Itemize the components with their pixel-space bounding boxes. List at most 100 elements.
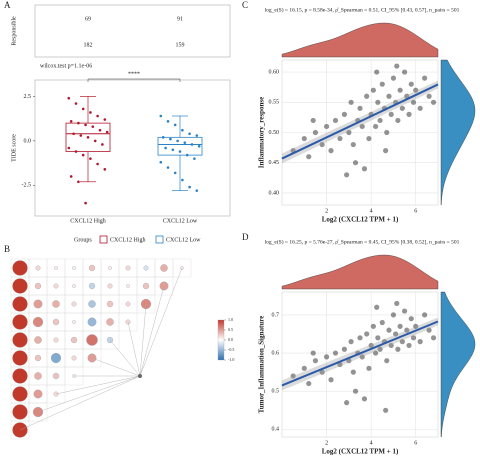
jitter-point bbox=[176, 139, 179, 143]
jitter-point bbox=[103, 118, 107, 121]
y-tick-label: 0.5 bbox=[272, 389, 280, 395]
jitter-point bbox=[77, 121, 80, 125]
jitter-point bbox=[84, 201, 87, 205]
scatter-point bbox=[370, 87, 376, 93]
scatter-point bbox=[352, 388, 359, 394]
scatter-point bbox=[374, 69, 380, 75]
correlation-dot bbox=[125, 301, 131, 307]
cell bbox=[154, 276, 174, 296]
legend-label: CXCL12 Low bbox=[166, 237, 201, 243]
jitter-point bbox=[96, 162, 99, 166]
correlation-dot bbox=[54, 266, 58, 270]
table-frame bbox=[34, 4, 231, 58]
y-tick-label: 0.6 bbox=[272, 350, 280, 356]
count-cell: 159 bbox=[176, 42, 185, 48]
subtitle: wilcox.test p=1.1e-06 bbox=[40, 63, 92, 69]
jitter-point bbox=[173, 123, 177, 127]
scatter-point bbox=[379, 319, 385, 326]
correlation-dot bbox=[52, 318, 60, 326]
y-tick-label: 0.7 bbox=[272, 312, 280, 318]
y-tick-label: 0.55 bbox=[269, 100, 280, 106]
jitter-point bbox=[91, 125, 95, 128]
significance: **** bbox=[128, 71, 140, 77]
jitter-point bbox=[67, 96, 71, 100]
network-link bbox=[19, 375, 141, 431]
scatter-point bbox=[413, 87, 419, 93]
y-tick-label: 0.50 bbox=[269, 130, 280, 136]
y-tick-label: 0.0 bbox=[24, 138, 32, 144]
correlation-dot bbox=[71, 301, 77, 307]
scatter-point bbox=[379, 81, 385, 87]
subtitle: log_e(S) = 16.15, p = 8.58e-34, ρ̂_Spear… bbox=[265, 6, 460, 13]
jitter-point bbox=[164, 146, 167, 150]
colorbar-label: 0.0 bbox=[228, 337, 233, 342]
scatter-point bbox=[319, 369, 325, 375]
box bbox=[65, 122, 111, 152]
count-cell: 69 bbox=[85, 16, 91, 22]
scatter-point bbox=[404, 327, 410, 333]
scatter-point bbox=[301, 135, 307, 142]
cell bbox=[82, 348, 102, 368]
scatter-point bbox=[366, 365, 372, 371]
scatter-point bbox=[417, 105, 423, 111]
jitter-point bbox=[69, 175, 73, 178]
jitter-point bbox=[197, 144, 201, 148]
correlation-dot bbox=[50, 352, 62, 364]
scatter-point bbox=[323, 123, 330, 130]
correlation-dot bbox=[12, 404, 28, 420]
jitter-point bbox=[89, 157, 92, 160]
scatter-point bbox=[357, 335, 363, 341]
scatter-point bbox=[390, 312, 397, 318]
scatter-point bbox=[397, 323, 403, 329]
scatter-point bbox=[306, 154, 312, 160]
y-tick-label: 2.5 bbox=[24, 94, 32, 100]
cell bbox=[28, 402, 48, 422]
jitter-point bbox=[98, 128, 102, 132]
correlation-dot bbox=[12, 278, 28, 294]
legend-label: CXCL12 High bbox=[110, 237, 146, 243]
jitter-point bbox=[181, 128, 184, 132]
correlation-dot bbox=[70, 336, 78, 344]
scatter-point bbox=[373, 350, 379, 356]
scatter-point bbox=[413, 323, 419, 329]
correlation-dot bbox=[72, 284, 76, 288]
jitter-point bbox=[181, 178, 184, 182]
scatter-point bbox=[426, 327, 432, 333]
correlation-dot bbox=[12, 350, 28, 366]
jitter-point bbox=[190, 143, 194, 146]
subtitle: log_e(S) = 16.25, p = 5.76e-27, ρ̂_Spear… bbox=[265, 238, 460, 245]
scatter-point bbox=[386, 93, 392, 99]
scatter-point bbox=[408, 81, 414, 87]
colorbar-label: 1.0 bbox=[228, 317, 233, 322]
x-axis-label: Log2 (CXCL12 TPM + 1) bbox=[322, 448, 399, 456]
scatter-point bbox=[332, 350, 339, 356]
scatter-point bbox=[366, 135, 372, 142]
cell bbox=[136, 294, 156, 314]
scatter-point bbox=[377, 117, 383, 124]
scatter-point bbox=[388, 342, 394, 349]
scatter-point bbox=[364, 93, 370, 99]
y-tick-label: -2.5 bbox=[22, 183, 32, 189]
scatter-point bbox=[394, 300, 400, 307]
y-axis-label: TIDE score bbox=[11, 134, 17, 162]
jitter-point bbox=[166, 120, 170, 123]
jitter-point bbox=[169, 137, 172, 141]
scatter-point bbox=[310, 117, 316, 124]
x-tick-label: 2 bbox=[325, 208, 328, 214]
x-tick-label: 6 bbox=[414, 208, 417, 214]
right-density bbox=[440, 59, 476, 206]
scatter-point bbox=[348, 99, 354, 105]
scatter-point bbox=[364, 331, 370, 337]
network-link bbox=[109, 339, 141, 377]
bracket bbox=[87, 78, 181, 82]
correlation-dot bbox=[12, 386, 28, 402]
right-density bbox=[440, 291, 476, 438]
y-axis-label: Tumor_Inflammation_Signature bbox=[258, 316, 266, 414]
correlation-dot bbox=[126, 284, 130, 288]
correlation-dot bbox=[34, 282, 42, 290]
correlation-dot bbox=[32, 316, 44, 328]
scatter-point bbox=[373, 123, 379, 130]
panel-letter: C bbox=[242, 0, 248, 10]
network-link bbox=[139, 303, 147, 377]
panel-letter: A bbox=[4, 0, 11, 10]
